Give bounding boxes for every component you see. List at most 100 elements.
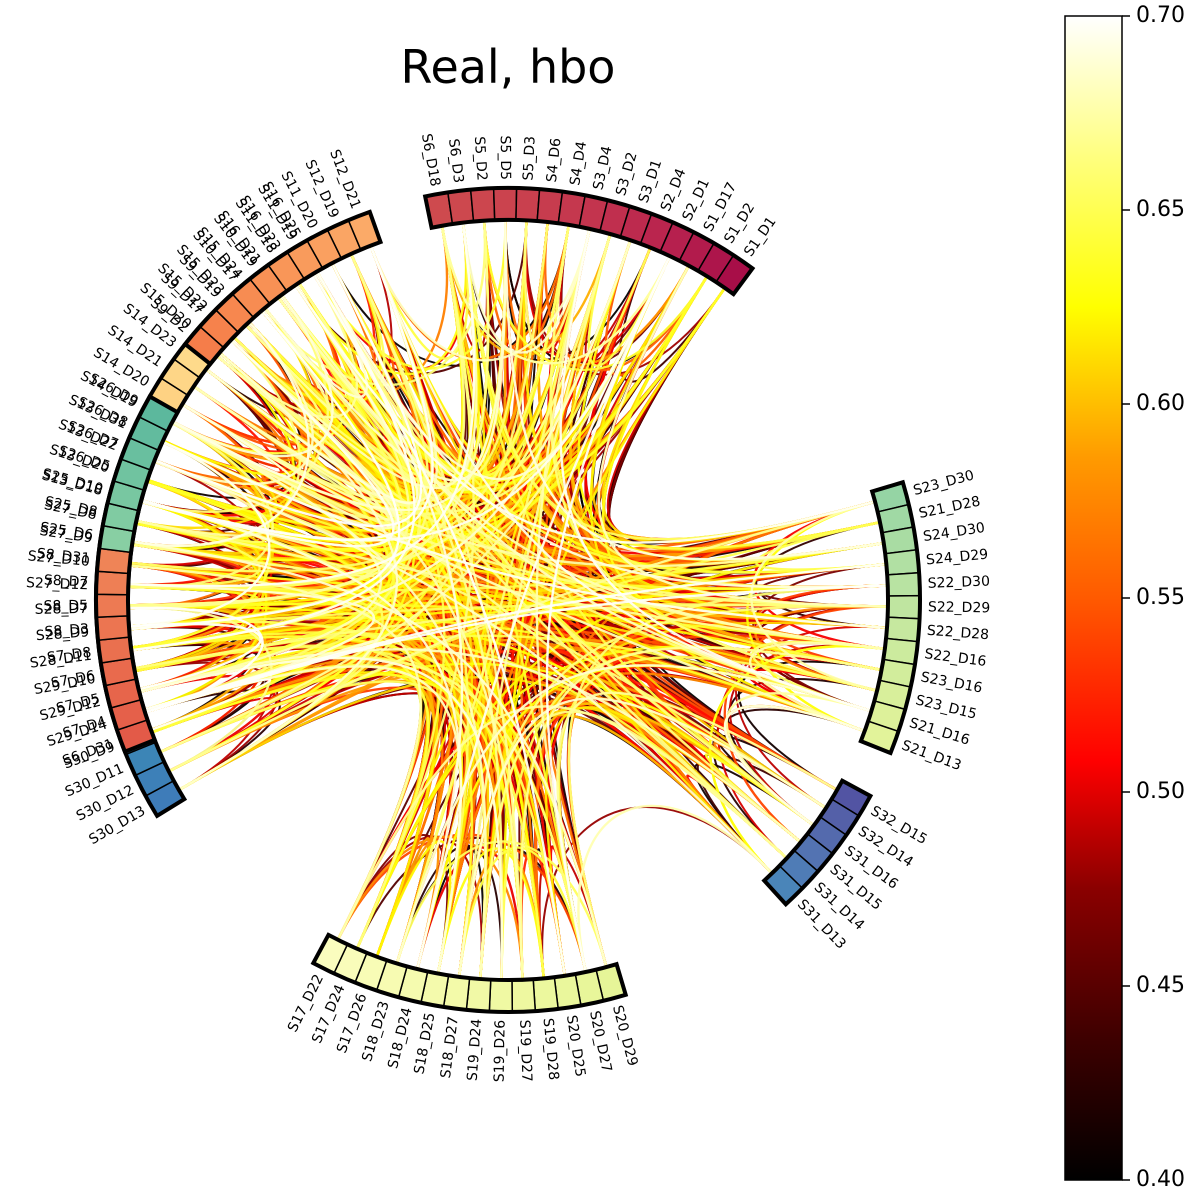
node-S19_D26 [488,978,514,1013]
node-S6_D3 [446,188,475,225]
chord-link [577,804,772,971]
chord-link [441,227,671,365]
node-S19_D27 [511,978,537,1013]
chord-link [131,311,401,631]
chord-link [142,499,462,972]
colorbar-tick-label: 0.70 [1136,3,1185,28]
node-label: S28_D9 [35,624,89,644]
chord-link [396,664,870,962]
chord-link [331,264,885,574]
chord-link [163,441,886,629]
node-label: S22_D16 [923,646,987,670]
node-S8_D3 [95,615,131,642]
chord-link [173,404,291,478]
node-groups [94,186,922,1014]
chord-link [295,222,528,375]
node-label: S24_D29 [925,547,989,569]
chord-link [142,340,395,548]
group-outline [422,186,756,297]
colorbar-tick-label: 0.40 [1136,1167,1185,1192]
chord-link [131,540,374,586]
chord-link [142,422,278,520]
node-S8_D5 [95,593,130,619]
chord-link [130,422,274,589]
node-S5_D3 [515,187,541,222]
chord-link [146,584,886,713]
group-outline [182,209,384,367]
node-label: S8_D3 [44,621,89,640]
chord-link [135,645,545,977]
chord-link [130,441,271,628]
chord-link [337,835,524,978]
chord-link [716,625,886,858]
chord-link [295,285,874,544]
node-label: S7_D8 [46,645,92,666]
chord-link [749,642,884,732]
chord-link [153,340,397,733]
chord-link [396,844,503,978]
chord-link [131,561,267,731]
chord-link [437,847,545,977]
node-label: S19_D27 [516,1019,534,1082]
group-outline [761,778,874,908]
node-S5_D5 [492,187,518,222]
node-label: S28_D7 [35,601,89,618]
node-label: S5_D3 [521,136,539,181]
chord-link [155,460,772,873]
chord-link [458,846,587,976]
node-label: S27_D9 [39,523,94,547]
node-S22_D29 [886,594,921,620]
colorbar-tick-label: 0.65 [1136,197,1185,222]
node-S5_D2 [469,187,496,223]
node-S19_D24 [465,977,492,1013]
node-S22_D28 [885,616,921,643]
chord-link [559,230,870,712]
group-outline [310,932,629,1014]
chord-link [142,247,434,542]
chord-link [337,705,787,939]
chord-link [145,563,885,711]
chord-link [137,522,880,671]
node-label: S19_D24 [465,1018,486,1081]
node-label: S5_D2 [471,136,490,181]
colorbar-tick-label: 0.45 [1136,973,1185,998]
node-label: S22_D29 [928,599,991,616]
chart-title: Real, hbo [401,40,616,94]
chord-link [396,840,607,966]
chord-link [396,230,591,962]
node-S19_D28 [532,976,560,1012]
node-label: S4_D6 [544,137,565,183]
chord-link [134,322,310,547]
chord-link [504,222,882,561]
chord-link [155,322,314,486]
colorbar-tick-label: 0.55 [1136,585,1185,610]
chord-link [416,257,671,968]
colorbar-tick-label: 0.50 [1136,779,1185,804]
node-label: S8_D7 [44,573,89,591]
chord-link [752,563,885,712]
chord-link [316,272,504,978]
node-S24_D29 [884,548,920,576]
node-label: S7_D6 [50,668,97,692]
chord-link [180,353,399,791]
node-label: S27_D12 [26,575,89,593]
chord-link [231,224,478,490]
chord-link [723,704,864,826]
chord-link [130,606,273,772]
chord-link [173,422,864,732]
chord-link [134,540,607,966]
chord-link [462,224,591,354]
node-label: S6_D3 [445,138,466,184]
chord-link [370,230,591,362]
node-label: S8_D5 [43,598,88,615]
chord-link [140,648,801,842]
node-label: S22_D28 [926,623,989,644]
chord-link [173,295,334,458]
chord-link [416,846,524,978]
chord-link [754,521,885,571]
chord-link [140,634,870,712]
node-label: S22_D30 [927,573,990,591]
node-label: S8_D31 [36,546,91,567]
chord-link [173,421,487,978]
